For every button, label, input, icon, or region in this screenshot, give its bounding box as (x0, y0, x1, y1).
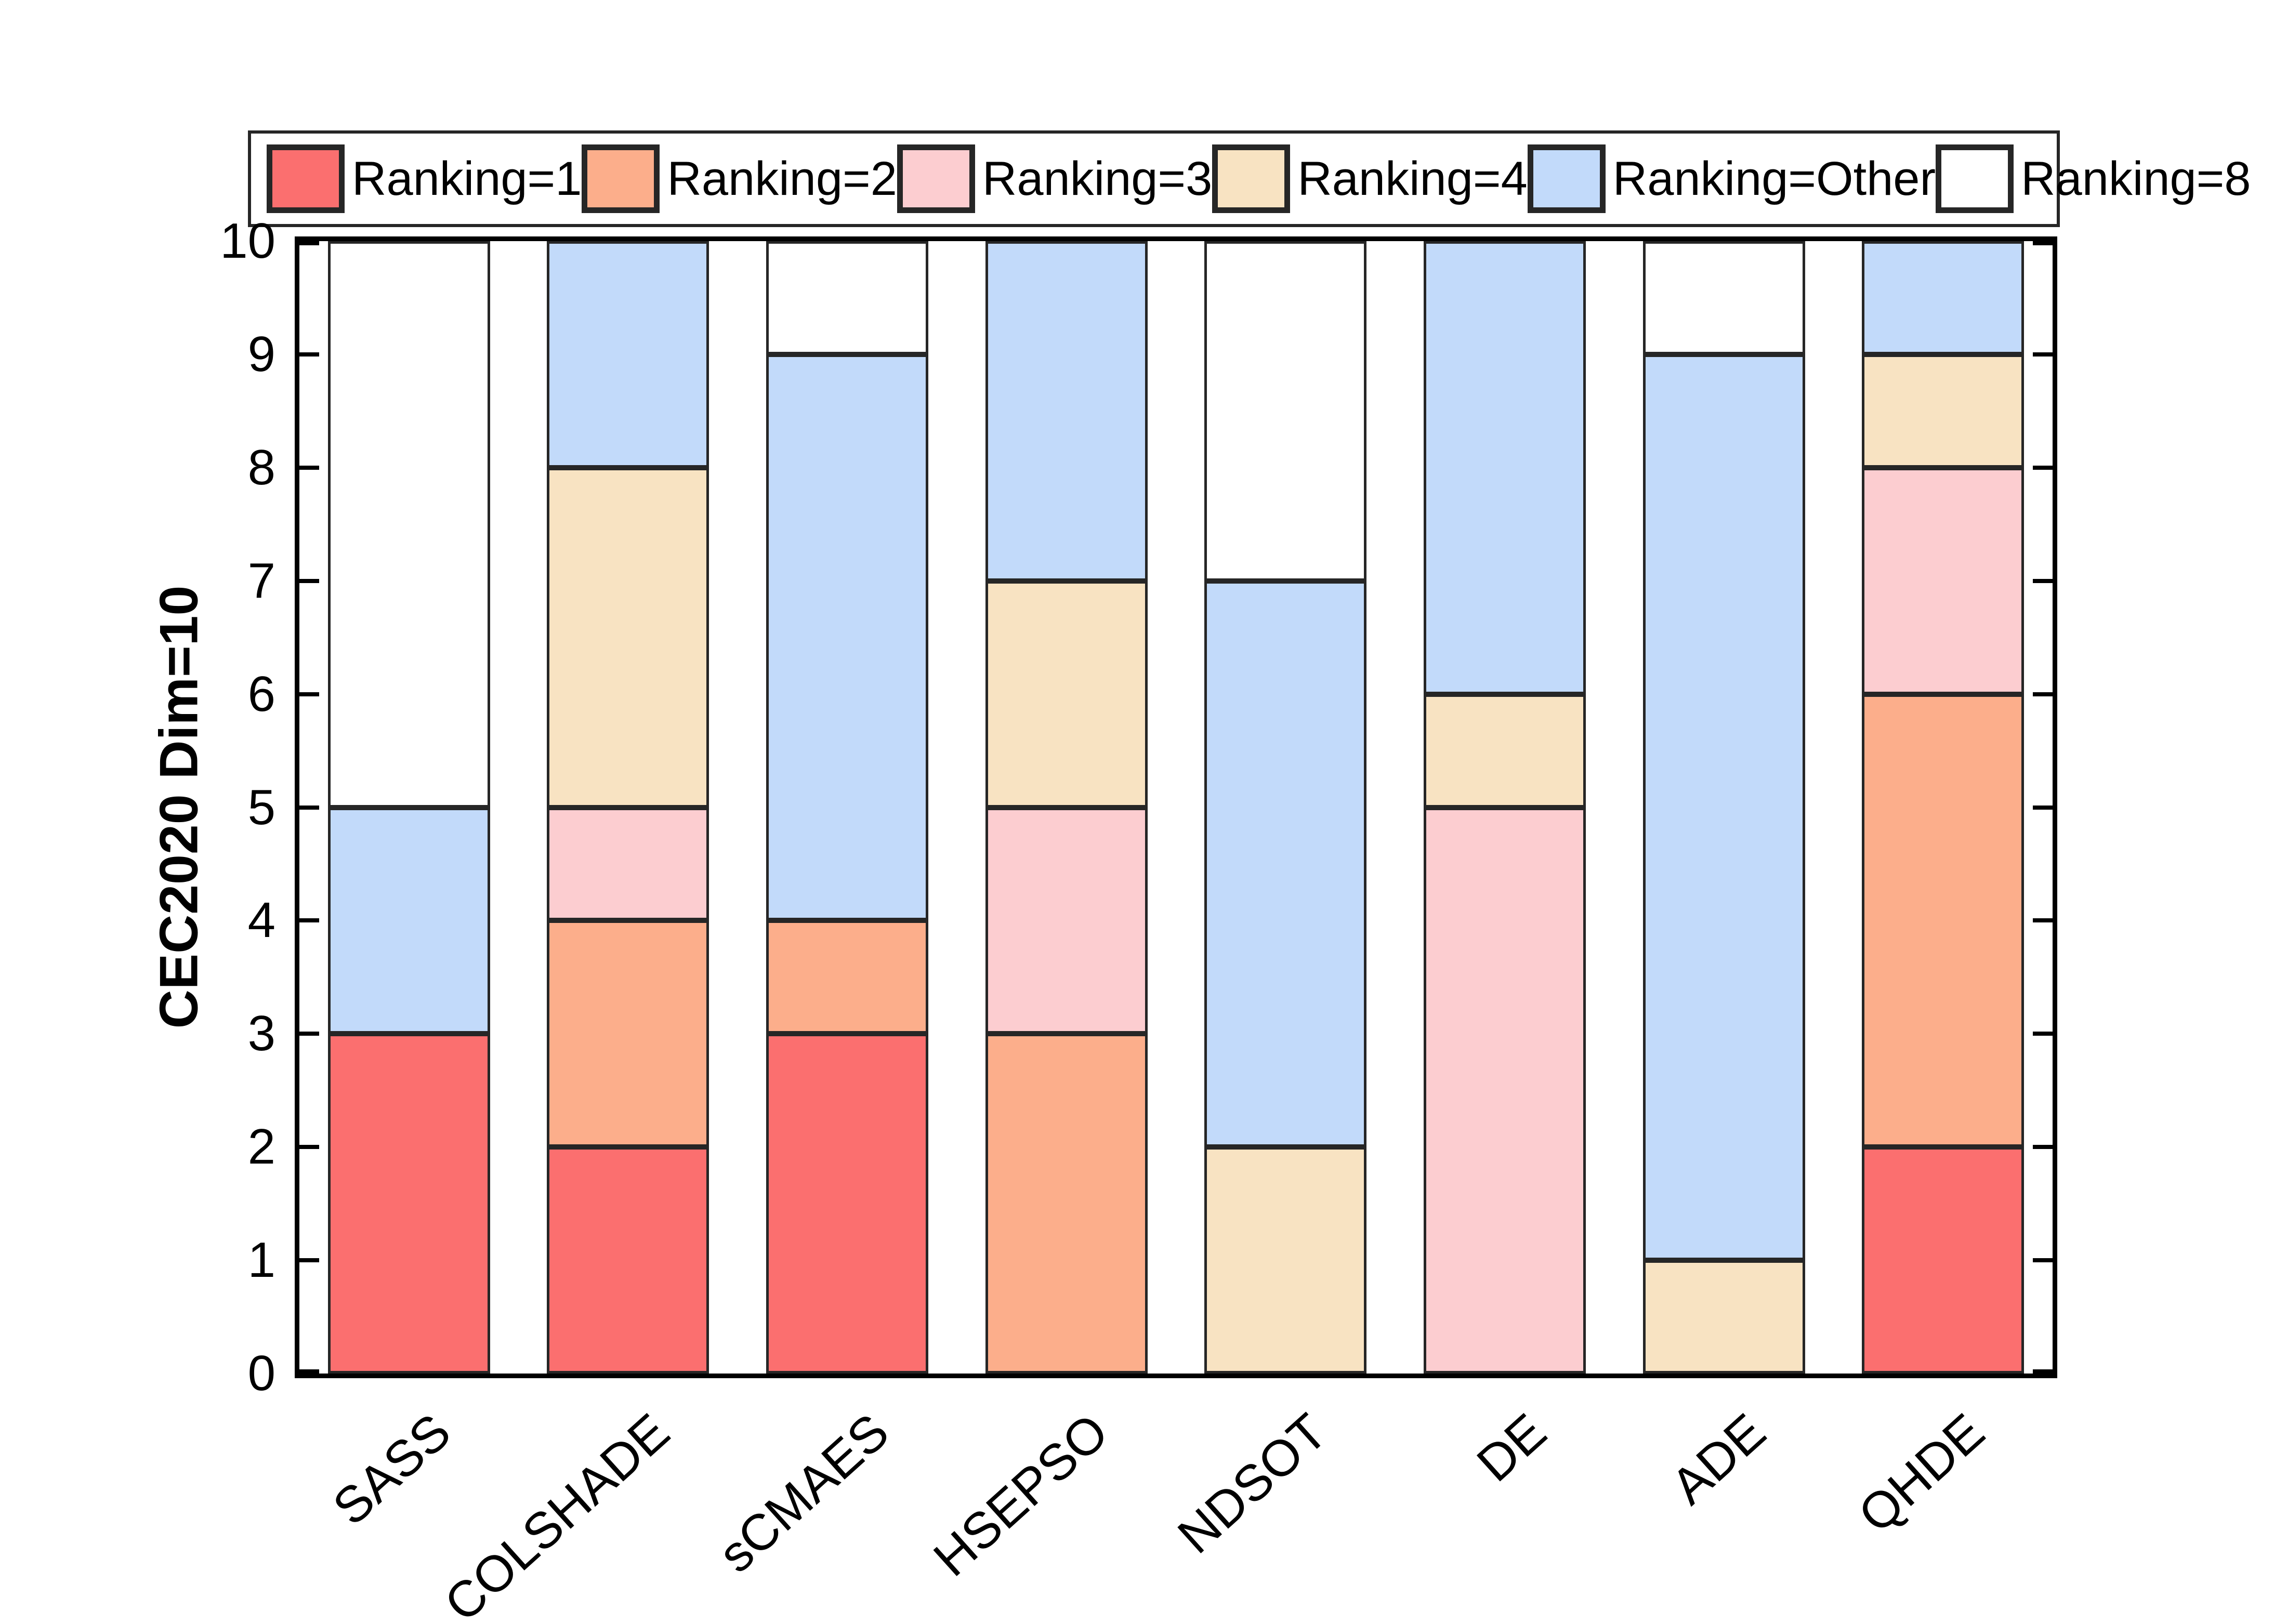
y-tick-mark (299, 241, 319, 245)
legend-label: Ranking=1 (352, 152, 582, 205)
y-tick-label-1: 1 (247, 1232, 275, 1288)
y-tick-mark (2033, 1032, 2053, 1036)
bar-scmaes (766, 241, 929, 1374)
bar-segment-sass-ranking-1 (327, 1034, 490, 1374)
legend-label: Ranking=2 (667, 152, 897, 205)
y-tick-label-7: 7 (247, 552, 275, 609)
bar-segment-hsepso-ranking-2 (985, 1034, 1148, 1374)
bar-segment-qhde-ranking-4 (1862, 354, 2025, 468)
y-tick-mark (2033, 352, 2053, 357)
bar-segment-ndsot-ranking-other (1204, 580, 1367, 1147)
bar-segment-qhde-ranking-other (1862, 241, 2025, 354)
y-tick-label-9: 9 (247, 326, 275, 382)
legend-item-ranking-2: Ranking=2 (582, 144, 897, 213)
bar-segment-ade-ranking-4 (1642, 1260, 1805, 1374)
y-tick-label-4: 4 (247, 892, 275, 948)
y-tick-mark (299, 692, 319, 696)
legend-item-ranking-3: Ranking=3 (897, 144, 1212, 213)
y-tick-label-8: 8 (247, 439, 275, 495)
bar-segment-ade-ranking-8 (1642, 241, 1805, 354)
legend-swatch-icon (1527, 144, 1606, 213)
bar-segment-colshade-ranking-4 (547, 467, 709, 808)
bar-segment-colshade-ranking-2 (547, 920, 709, 1147)
legend-swatch-icon (267, 144, 345, 213)
y-tick-mark (2033, 918, 2053, 923)
bar-segment-hsepso-ranking-3 (985, 807, 1148, 1034)
bar-segment-colshade-ranking-other (547, 241, 709, 468)
bar-segment-de-ranking-other (1423, 241, 1586, 694)
bar-segment-scmaes-ranking-other (766, 354, 929, 921)
y-tick-mark (299, 1369, 319, 1374)
bar-segment-de-ranking-4 (1423, 694, 1586, 808)
y-tick-mark (299, 1032, 319, 1036)
bar-segment-hsepso-ranking-4 (985, 580, 1148, 808)
y-tick-mark (2033, 805, 2053, 810)
bar-colshade (547, 241, 709, 1374)
bar-segment-colshade-ranking-1 (547, 1147, 709, 1374)
legend-swatch-icon (582, 144, 660, 213)
bar-ade (1642, 241, 1805, 1374)
y-tick-mark (2033, 1145, 2053, 1150)
plot-area (295, 236, 2057, 1378)
bar-segment-de-ranking-3 (1423, 807, 1586, 1374)
y-tick-mark (299, 578, 319, 583)
bar-segment-ndsot-ranking-4 (1204, 1147, 1367, 1374)
x-tick-label-sass: SASS (322, 1402, 462, 1536)
bar-sass (327, 241, 490, 1374)
bar-segment-scmaes-ranking-8 (766, 241, 929, 354)
y-tick-label-3: 3 (247, 1006, 275, 1062)
legend-label: Ranking=Other (1612, 152, 1936, 205)
legend-item-ranking-other: Ranking=Other (1527, 144, 1936, 213)
legend-swatch-icon (1936, 144, 2014, 213)
bar-segment-scmaes-ranking-1 (766, 1034, 929, 1374)
legend-label: Ranking=3 (982, 152, 1213, 205)
bar-segment-scmaes-ranking-2 (766, 920, 929, 1034)
legend-label: Ranking=8 (2021, 152, 2251, 205)
y-tick-mark (299, 1145, 319, 1150)
legend-item-ranking-4: Ranking=4 (1212, 144, 1528, 213)
y-tick-label-0: 0 (247, 1345, 275, 1401)
bar-segment-sass-ranking-8 (327, 241, 490, 808)
bar-hsepso (985, 241, 1148, 1374)
legend: Ranking=1 Ranking=2 Ranking=3 Ranking=4 Rank… (248, 130, 2251, 227)
bar-segment-qhde-ranking-2 (1862, 694, 2025, 1147)
bar-de (1423, 241, 1586, 1374)
y-tick-mark (2033, 1369, 2053, 1374)
y-tick-label-10: 10 (220, 213, 275, 269)
y-tick-label-5: 5 (247, 779, 275, 835)
legend-swatch-icon (1212, 144, 1291, 213)
bar-segment-qhde-ranking-1 (1862, 1147, 2025, 1374)
y-tick-mark (299, 465, 319, 470)
bar-segment-sass-ranking-other (327, 807, 490, 1034)
y-tick-mark (2033, 241, 2053, 245)
bar-segment-colshade-ranking-3 (547, 807, 709, 921)
bar-segment-hsepso-ranking-other (985, 241, 1148, 581)
bar-ndsot (1204, 241, 1367, 1374)
bar-qhde (1862, 241, 2025, 1374)
bar-segment-qhde-ranking-3 (1862, 467, 2025, 694)
legend-item-ranking-8: Ranking=8 (1936, 144, 2251, 213)
y-tick-mark (299, 1258, 319, 1263)
y-tick-label-2: 2 (247, 1119, 275, 1175)
legend-item-ranking-1: Ranking=1 (267, 144, 582, 213)
y-tick-mark (2033, 465, 2053, 470)
bar-segment-ade-ranking-other (1642, 354, 1805, 1261)
y-tick-mark (299, 352, 319, 357)
legend-swatch-icon (897, 144, 975, 213)
y-tick-mark (2033, 692, 2053, 696)
legend-label: Ranking=4 (1297, 152, 1528, 205)
y-tick-mark (299, 805, 319, 810)
y-tick-label-6: 6 (247, 666, 275, 722)
y-tick-mark (2033, 1258, 2053, 1263)
y-tick-mark (299, 918, 319, 923)
y-tick-mark (2033, 578, 2053, 583)
bar-segment-ndsot-ranking-8 (1204, 241, 1367, 581)
